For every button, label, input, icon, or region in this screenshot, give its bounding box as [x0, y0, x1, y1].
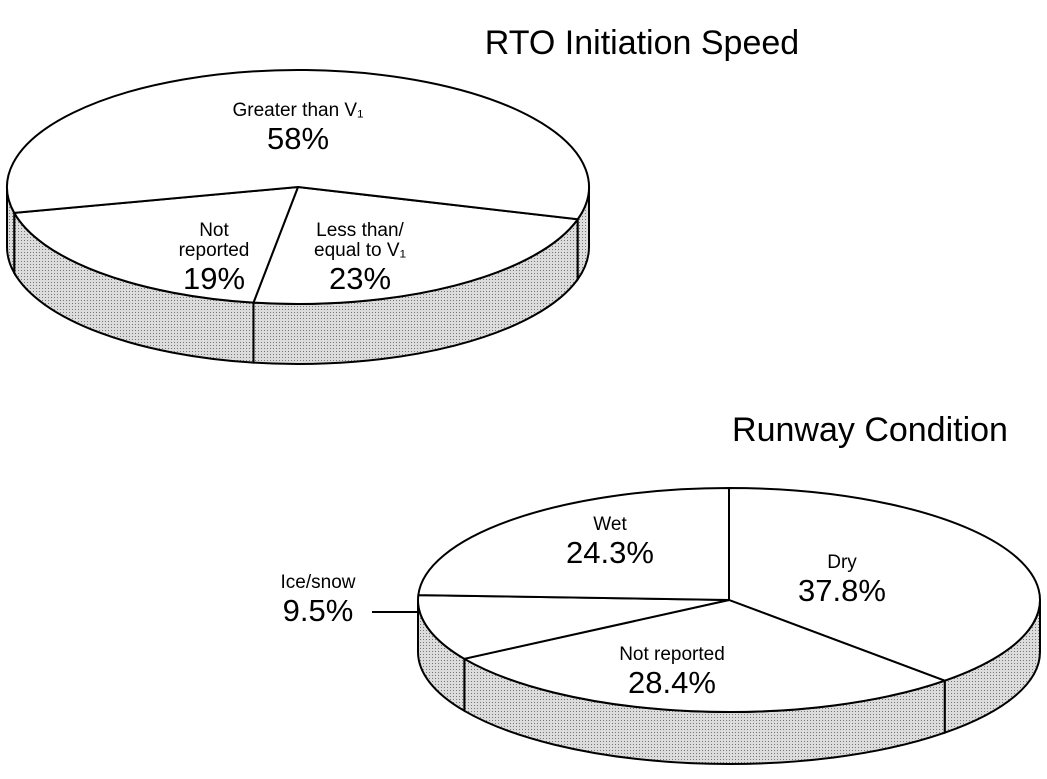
pie-slice	[252, 186, 579, 305]
category-label: Not reported	[178, 219, 250, 261]
slice-label: Less than/ equal to V₁ 23%	[298, 219, 423, 296]
pie-slice	[463, 599, 946, 713]
value-label: 58%	[266, 120, 330, 156]
category-label: Ice/snow	[280, 571, 356, 593]
slice-label: Not reported 28.4%	[562, 643, 782, 700]
slice-label: Not reported 19%	[164, 219, 264, 296]
category-label: Not reported	[619, 643, 725, 665]
slice-label: Ice/snow 9.5%	[258, 571, 378, 628]
category-label: Less than/ equal to V₁	[314, 219, 406, 261]
category-label: Dry	[827, 551, 857, 573]
chart-title: Runway Condition	[732, 411, 1008, 449]
category-label: Wet	[593, 513, 627, 535]
value-label: 23%	[328, 260, 392, 296]
pie-slice	[417, 594, 730, 660]
value-label: 28.4%	[628, 664, 716, 700]
value-label: 9.5%	[282, 592, 354, 628]
slice-label: Dry 37.8%	[742, 551, 942, 608]
chart-title: RTO Initiation Speed	[485, 24, 799, 62]
category-label: Greater than V₁	[232, 99, 364, 121]
slice-label: Wet 24.3%	[530, 513, 690, 570]
value-label: 19%	[182, 260, 246, 296]
pie-slice	[417, 487, 730, 601]
value-label: 37.8%	[798, 572, 886, 608]
slice-label: Greater than V₁ 58%	[148, 99, 448, 156]
value-label: 24.3%	[566, 534, 654, 570]
pie-slice	[6, 69, 590, 221]
pie-slice	[728, 487, 1041, 682]
pie-slice	[13, 186, 299, 304]
